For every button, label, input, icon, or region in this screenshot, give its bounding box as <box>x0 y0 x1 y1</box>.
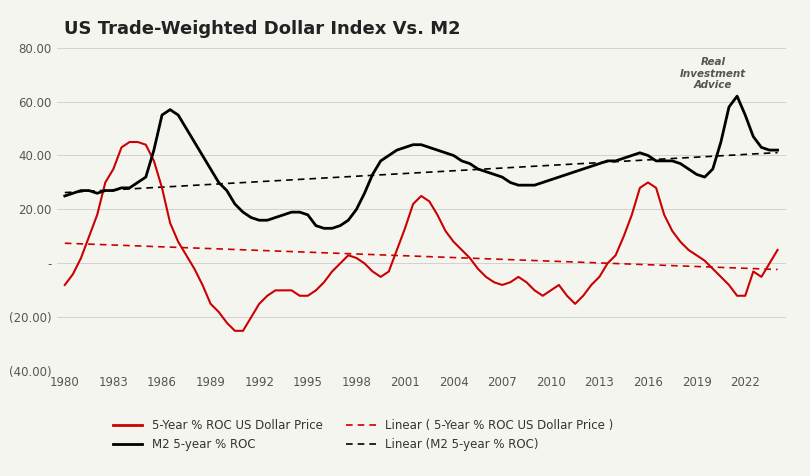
Text: US Trade-Weighted Dollar Index Vs. M2: US Trade-Weighted Dollar Index Vs. M2 <box>64 20 461 38</box>
Legend: 5-Year % ROC US Dollar Price, M2 5-year % ROC, Linear ( 5-Year % ROC US Dollar P: 5-Year % ROC US Dollar Price, M2 5-year … <box>108 415 618 456</box>
Text: Real
Investment
Advice: Real Investment Advice <box>680 57 746 90</box>
